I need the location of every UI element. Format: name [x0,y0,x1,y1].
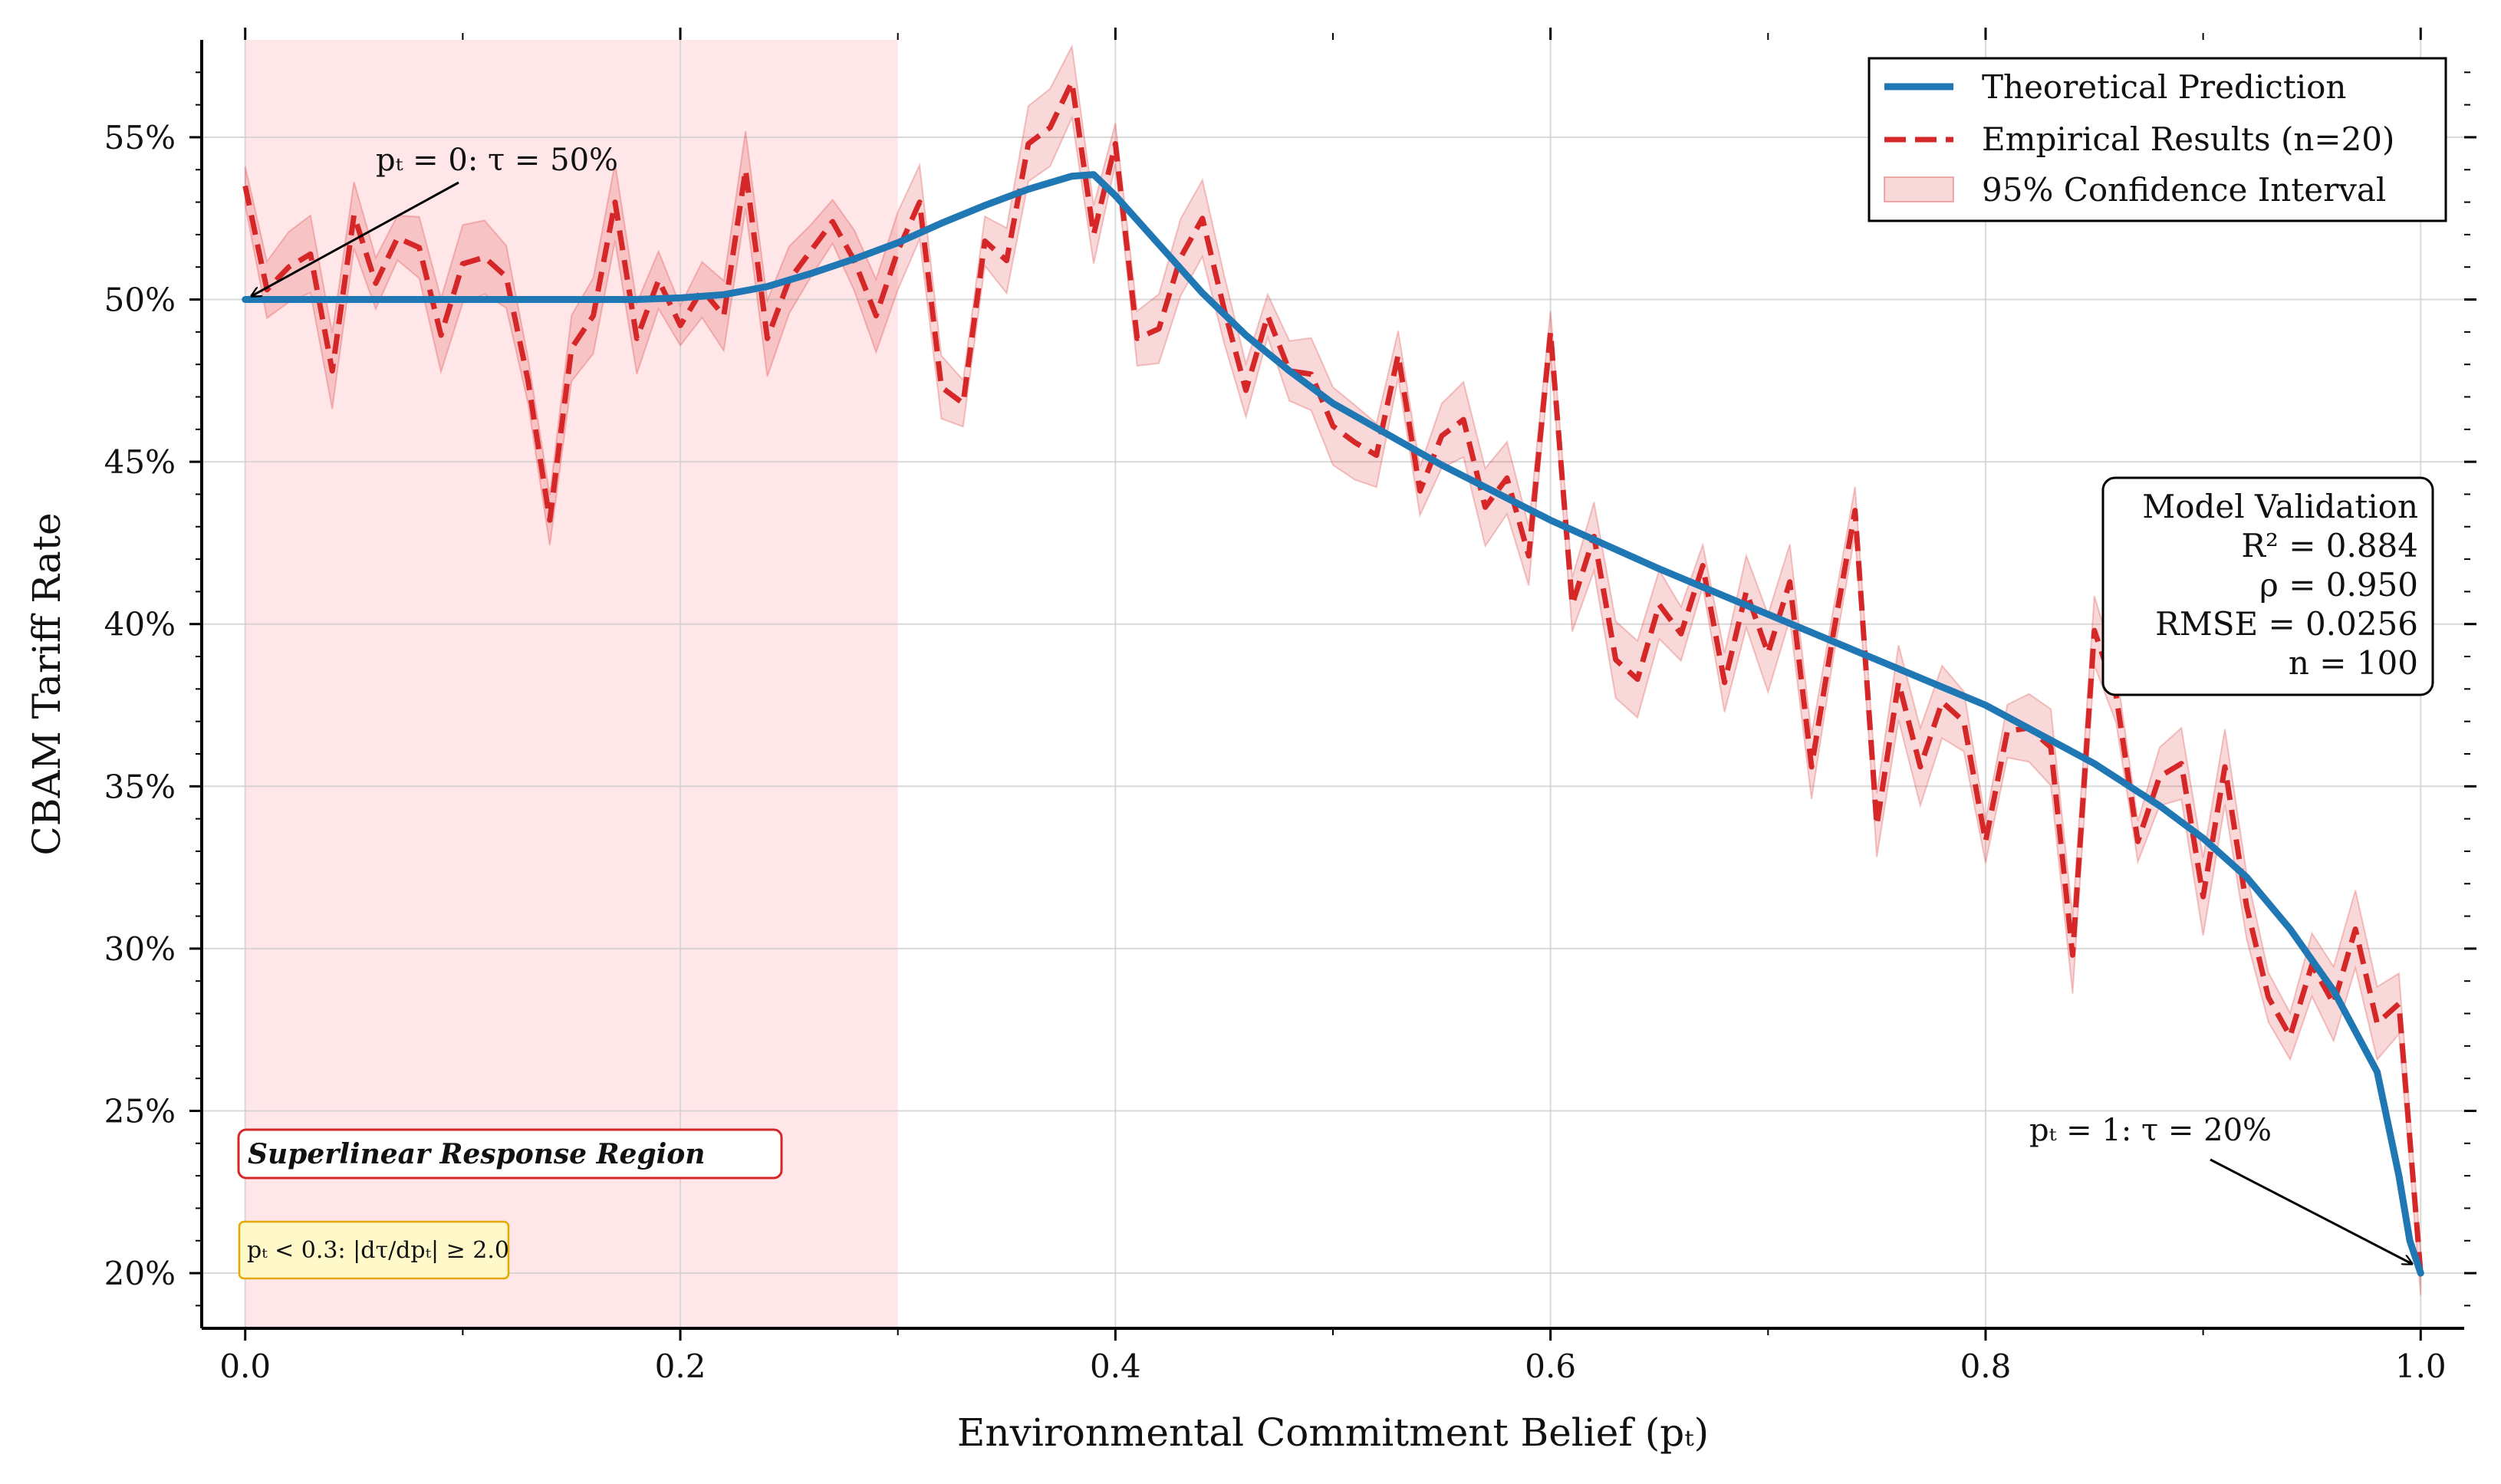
grid [202,40,2464,1328]
p0-annotation-label: pₜ = 0: τ = 50% [376,143,618,178]
y-tick-label-3: 35% [104,768,176,805]
x-tick-label-3: 0.6 [1525,1347,1576,1385]
y-tick-label-6: 50% [104,281,176,319]
region-label: Superlinear Response Region [248,1138,705,1170]
shaded-region-rect [245,40,898,1328]
y-tick-label-2: 30% [104,930,176,968]
axes: 0.0 0.2 0.4 0.6 0.8 1.0 20% 25% 30% 35% 40% 45% 50% 5… [104,28,2476,1385]
legend-label-ci: 95% Confidence Interval [1982,171,2386,209]
legend: Theoretical Prediction Empirical Results… [1868,57,2447,222]
confidence-band-area [244,44,2422,1295]
empirical-series-line [242,79,2424,1274]
legend-label-theoretical: Theoretical Prediction [1982,68,2346,106]
p0-annotation-arrow [252,181,459,296]
theoretical-series-line [242,171,2424,1277]
region-label-box [237,1128,783,1180]
legend-label-empirical: Empirical Results (n=20) [1982,120,2394,158]
condition-label: pₜ < 0.3: |dτ/dpₜ| ≥ 2.0 [247,1237,509,1264]
x-tick-label-4: 0.8 [1960,1347,2012,1385]
x-tick-label-0: 0.0 [219,1347,271,1385]
legend-frame [1868,57,2447,222]
superlinear-region-shade [245,40,898,1328]
condition-label-box [238,1220,510,1280]
confidence-band [244,44,2422,1295]
p1-annotation-arrow [2210,1158,2412,1264]
validation-line-1: R² = 0.884 [2241,527,2418,564]
y-tick-label-5: 45% [104,443,176,481]
x-tick-label-5: 1.0 [2395,1347,2447,1385]
y-tick-label-0: 20% [104,1255,176,1292]
y-tick-label-7: 55% [104,119,176,156]
validation-line-4: n = 100 [2289,644,2418,682]
validation-box [2101,476,2434,696]
p1-annotation-label: pₜ = 1: τ = 20% [2029,1113,2272,1148]
y-tick-label-4: 40% [104,606,176,643]
series-lines [242,79,2424,1277]
x-tick-label-2: 0.4 [1090,1347,1141,1385]
validation-line-0: Model Validation [2142,488,2418,525]
validation-line-2: ρ = 0.950 [2259,566,2418,604]
x-tick-label-1: 0.2 [655,1347,706,1385]
legend-swatch-ci [1884,176,1954,202]
y-axis-title: CBAM Tariff Rate [25,512,69,855]
validation-line-3: RMSE = 0.0256 [2155,605,2418,643]
x-axis-title: Environmental Commitment Belief (pₜ) [957,1410,1709,1455]
y-tick-label-1: 25% [104,1092,176,1130]
